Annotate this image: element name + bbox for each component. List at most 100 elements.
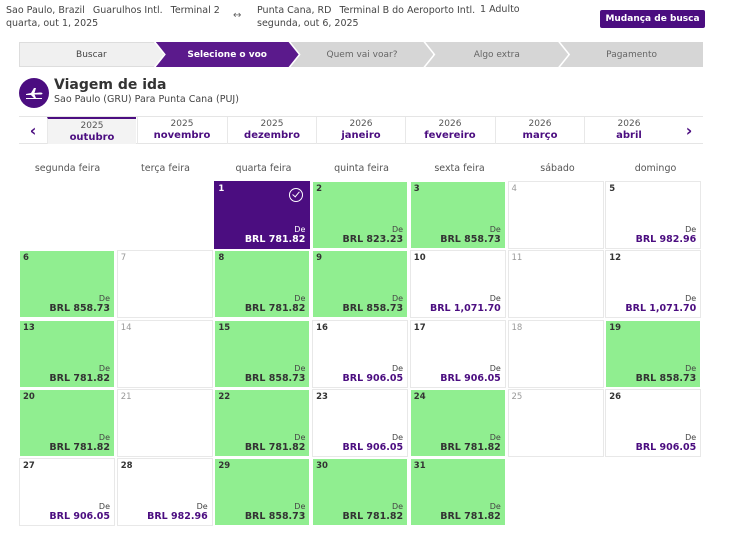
day-number: 18 (511, 322, 523, 333)
day-number: 29 (218, 461, 231, 472)
fare-price: BRL 982.96 (635, 234, 697, 245)
month-tab[interactable]: 2025 outubro (47, 117, 136, 144)
month-tab[interactable]: 2026 março (495, 117, 584, 144)
calendar-day[interactable]: 28 De BRL 982.96 (116, 458, 213, 527)
plane-icon (19, 78, 49, 108)
calendar-day: 21 (116, 388, 213, 457)
calendar-day[interactable]: 17 De BRL 906.05 (409, 319, 506, 388)
calendar-day[interactable]: 27 De BRL 906.05 (19, 458, 115, 527)
day-number: 25 (511, 391, 523, 402)
fare-price: BRL 781.82 (440, 441, 501, 453)
prev-month-chevron-icon[interactable]: ‹ (29, 121, 37, 140)
fare-price: BRL 858.73 (635, 372, 697, 384)
weekday-label: quarta feira (235, 163, 292, 174)
calendar-day[interactable]: 9 De BRL 858.73 (312, 250, 409, 319)
calendar-day[interactable]: 3 De BRL 858.73 (409, 181, 506, 249)
calendar-day: 7 (116, 250, 213, 319)
month-tab[interactable]: 2026 abril (584, 117, 673, 144)
fare-price: BRL 1,071.70 (430, 303, 501, 315)
origin-city: Sao Paulo, Brazil (6, 5, 85, 16)
month-tab[interactable]: 2025 novembro (137, 117, 226, 144)
fare-price: BRL 1,071.70 (625, 303, 697, 315)
day-number: 4 (511, 184, 517, 194)
fare-from-label: De (489, 502, 501, 512)
fare-price: BRL 906.05 (342, 441, 404, 453)
calendar-day[interactable]: 29 De BRL 858.73 (214, 458, 311, 527)
weekday-label: sábado (540, 163, 575, 174)
next-month-chevron-icon[interactable]: › (685, 121, 693, 140)
calendar-day[interactable]: 16 De BRL 906.05 (312, 319, 409, 388)
step-extras: Algo extra (425, 42, 568, 67)
fare-price: BRL 781.82 (49, 372, 110, 384)
check-circle-icon (289, 188, 304, 202)
weekday-label: sexta feira (434, 163, 485, 174)
calendar-day[interactable]: 23 De BRL 906.05 (312, 388, 409, 457)
calendar-day[interactable]: 15 De BRL 858.73 (214, 319, 311, 388)
calendar-day[interactable]: 6 De BRL 858.73 (19, 250, 115, 319)
search-summary-bar: Sao Paulo, Brazil Guarulhos Intl. Terminal… (0, 0, 730, 36)
calendar-day[interactable]: 2 De BRL 823.23 (312, 181, 409, 249)
calendar-day[interactable]: 12 De BRL 1,071.70 (605, 250, 702, 319)
origin-info: Sao Paulo, Brazil Guarulhos Intl. Terminal… (6, 4, 228, 30)
calendar-day[interactable]: 13 De BRL 781.82 (19, 319, 115, 388)
fare-from-label: De (98, 432, 110, 442)
month-selector: ‹ 2025 outubro 2025 novembro 2025 dezembro … (19, 116, 703, 144)
day-number: 5 (609, 184, 616, 194)
day-number: 6 (23, 253, 29, 264)
day-number: 16 (316, 322, 328, 333)
day-number: 22 (218, 391, 231, 402)
calendar-day: 18 (507, 319, 604, 388)
fare-price: BRL 858.73 (244, 511, 306, 523)
change-search-button[interactable]: Mudança de busca (600, 10, 705, 28)
fare-from-label: De (98, 294, 110, 304)
fare-from-label: De (294, 502, 306, 512)
fare-from-label: De (98, 363, 110, 373)
day-number: 26 (609, 391, 622, 402)
fare-from-label: De (294, 432, 306, 442)
calendar-day[interactable]: 5 De BRL 982.96 (605, 181, 702, 249)
calendar-day[interactable]: 20 De BRL 781.82 (19, 388, 115, 457)
calendar-day: 11 (507, 250, 604, 319)
calendar-day[interactable]: 1 De BRL 781.82 (214, 181, 311, 249)
calendar-day[interactable]: 26 De BRL 906.05 (605, 388, 702, 457)
calendar-day[interactable]: 30 De BRL 781.82 (312, 458, 409, 527)
weekday-label: quinta feira (334, 163, 389, 174)
fare-price: BRL 781.82 (49, 441, 110, 453)
origin-airport: Guarulhos Intl. (92, 5, 163, 16)
day-number: 24 (413, 391, 426, 402)
calendar-day[interactable]: 31 De BRL 781.82 (409, 458, 506, 527)
fare-from-label: De (98, 502, 110, 512)
month-tab[interactable]: 2025 dezembro (227, 117, 316, 144)
calendar-day[interactable]: 10 De BRL 1,071.70 (409, 250, 506, 319)
step-search[interactable]: Buscar (19, 42, 164, 67)
month-tab[interactable]: 2026 janeiro (316, 117, 405, 144)
day-number: 13 (23, 322, 35, 333)
passenger-count: 1 Adulto (480, 4, 520, 15)
fare-from-label: De (685, 363, 697, 373)
day-number: 11 (511, 253, 523, 264)
fare-from-label: De (489, 363, 501, 373)
day-number: 15 (218, 322, 231, 333)
day-number: 3 (413, 184, 420, 194)
trip-route: Sao Paulo (GRU) Para Punta Cana (PUJ) (54, 94, 239, 105)
fare-price: BRL 781.82 (440, 511, 501, 523)
day-number: 8 (218, 253, 225, 264)
weekday-header: segunda feira terça feira quarta feira q… (19, 163, 703, 177)
fare-price: BRL 781.82 (342, 511, 404, 523)
fare-price: BRL 823.23 (342, 234, 404, 245)
trip-title: Viagem de ida (54, 77, 167, 93)
day-number: 7 (120, 253, 127, 264)
calendar-day[interactable]: 19 De BRL 858.73 (605, 319, 702, 388)
day-number: 21 (120, 391, 132, 402)
destination-airport: Terminal B do Aeroporto Intl. (339, 5, 476, 16)
day-number: 1 (218, 184, 225, 194)
calendar-day[interactable]: 24 De BRL 781.82 (409, 388, 506, 457)
fare-price: BRL 781.82 (244, 303, 306, 315)
calendar-day[interactable]: 22 De BRL 781.82 (214, 388, 311, 457)
calendar-day[interactable]: 8 De BRL 781.82 (214, 250, 311, 319)
month-tab[interactable]: 2026 fevereiro (405, 117, 494, 144)
day-number: 27 (23, 461, 35, 472)
fare-price: BRL 858.73 (342, 303, 404, 315)
fare-price: BRL 858.73 (244, 372, 306, 384)
fare-from-label: De (392, 363, 404, 373)
